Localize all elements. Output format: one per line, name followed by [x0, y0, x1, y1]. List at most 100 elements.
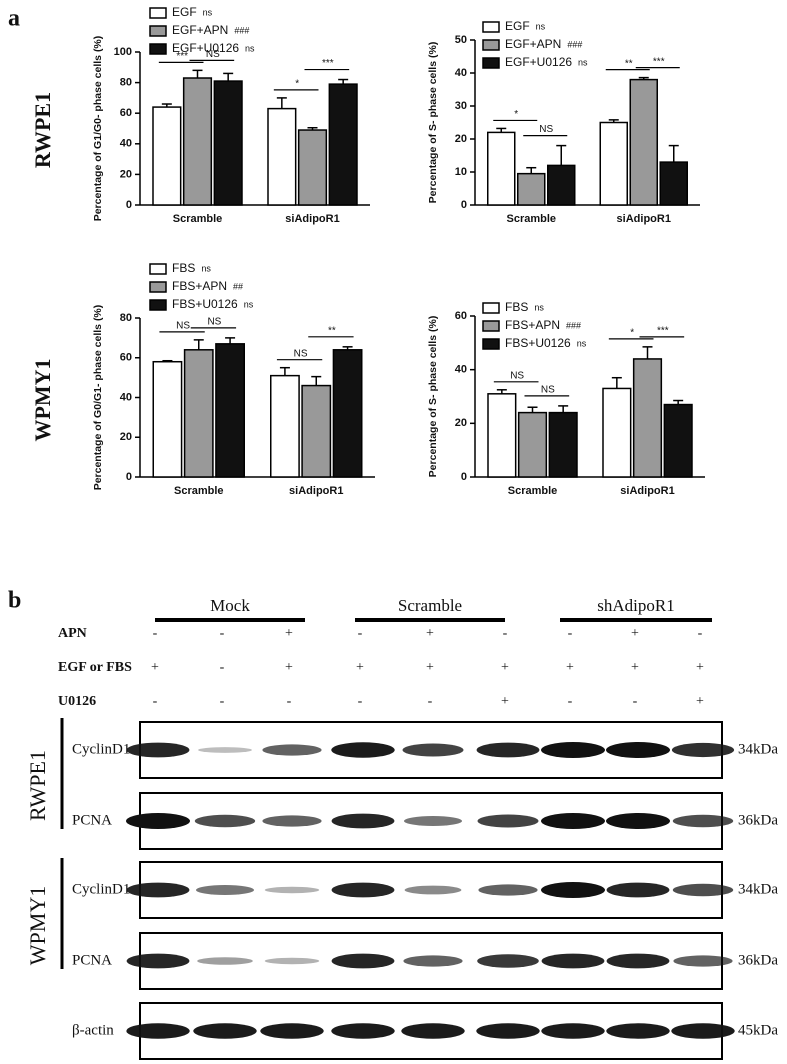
- significance-label: NS: [294, 348, 308, 359]
- blot-band: [404, 816, 462, 826]
- treatment-sign: -: [358, 626, 363, 641]
- legend-swatch: [482, 320, 500, 332]
- protein-label: β-actin: [72, 1022, 114, 1038]
- y-tick-label: 0: [461, 199, 467, 211]
- bar: [487, 393, 517, 478]
- treatment-sign: +: [426, 660, 434, 675]
- treatment-sign: +: [356, 660, 364, 675]
- treatment-sign: +: [631, 626, 639, 641]
- y-tick-label: 60: [455, 310, 467, 322]
- y-tick-label: 20: [120, 168, 132, 180]
- blot-band: [262, 744, 322, 756]
- bar: [267, 107, 297, 206]
- blot-band: [477, 954, 539, 968]
- legend-label: EGF: [505, 19, 530, 33]
- significance-label: *: [630, 327, 634, 338]
- size-label: 34kDa: [738, 741, 778, 757]
- row-label: WPMY1: [30, 358, 55, 441]
- blot-band: [402, 743, 464, 757]
- treatment-sign: -: [503, 626, 508, 641]
- blot-band: [606, 742, 670, 758]
- legend-swatch: [149, 281, 167, 293]
- blot-band: [672, 814, 734, 828]
- treatment-sign: +: [566, 660, 574, 675]
- x-tick-label: siAdipoR1: [617, 213, 671, 225]
- legend-label: FBS: [505, 300, 528, 314]
- y-tick-label: 10: [455, 166, 467, 178]
- blot-band: [478, 884, 538, 896]
- blot-band: [671, 742, 735, 758]
- legend-swatch: [149, 263, 167, 275]
- blot-band: [126, 882, 190, 898]
- group-label: Mock: [210, 596, 250, 615]
- significance-label: ***: [322, 58, 334, 69]
- y-axis-label: Percentage of G0/G1- phase cells (%): [92, 305, 104, 491]
- size-label: 45kDa: [738, 1022, 778, 1038]
- legend-swatch: [149, 25, 167, 37]
- treatment-sign: -: [220, 626, 225, 641]
- legend-label: EGF: [172, 5, 197, 19]
- significance-label: **: [328, 325, 336, 336]
- treatment-sign: +: [501, 660, 509, 675]
- y-tick-label: 60: [120, 352, 132, 364]
- legend-note: ###: [234, 25, 249, 35]
- treatment-sign: +: [285, 660, 293, 675]
- blot-band: [198, 747, 252, 753]
- block-label: WPMY1: [25, 886, 50, 965]
- y-tick-label: 0: [126, 199, 132, 211]
- blot-band: [541, 1023, 605, 1039]
- blot-band: [403, 955, 463, 967]
- treatment-sign: -: [220, 694, 225, 709]
- bar: [183, 349, 214, 478]
- legend-swatch: [482, 338, 500, 350]
- legend-note: ###: [567, 39, 582, 49]
- y-tick-label: 80: [120, 312, 132, 324]
- protein-label: CyclinD1: [72, 881, 130, 897]
- blot-band: [477, 814, 539, 828]
- y-tick-label: 100: [114, 46, 132, 58]
- blot-band: [264, 957, 320, 965]
- blot-band: [404, 885, 462, 895]
- bar: [599, 121, 628, 206]
- blot-band: [606, 1023, 670, 1039]
- bar: [517, 172, 546, 206]
- legend-label: EGF+U0126: [505, 55, 572, 69]
- blot-band: [331, 882, 395, 898]
- legend-label: FBS+APN: [505, 318, 560, 332]
- group-label: shAdipoR1: [597, 596, 674, 615]
- legend-swatch: [149, 299, 167, 311]
- blot-band: [126, 813, 190, 829]
- x-tick-label: Scramble: [174, 485, 224, 497]
- bar: [517, 411, 548, 478]
- treatment-sign: -: [153, 694, 158, 709]
- legend-note: ns: [203, 7, 213, 17]
- legend-note: ns: [244, 299, 254, 309]
- y-tick-label: 0: [126, 471, 132, 483]
- legend-note: ns: [577, 338, 587, 348]
- blot-band: [262, 815, 322, 827]
- significance-label: *: [514, 109, 518, 120]
- blot-band: [541, 742, 605, 758]
- treatment-sign: +: [151, 660, 159, 675]
- significance-label: NS: [176, 321, 190, 332]
- bar: [602, 387, 632, 478]
- legend-swatch: [482, 57, 500, 69]
- bar: [152, 106, 182, 206]
- blot-band: [606, 953, 670, 969]
- x-tick-label: Scramble: [173, 213, 223, 225]
- y-axis-label: Percentage of S- phase cells (%): [427, 42, 439, 204]
- group-label: Scramble: [398, 596, 462, 615]
- legend-swatch: [482, 302, 500, 314]
- bar: [487, 131, 516, 206]
- bar: [547, 164, 576, 206]
- treatment-sign: +: [696, 660, 704, 675]
- legend-swatch: [149, 43, 167, 55]
- size-label: 34kDa: [738, 881, 778, 897]
- treatment-sign: -: [633, 694, 638, 709]
- significance-label: *: [295, 79, 299, 90]
- bar: [270, 374, 300, 478]
- bar: [632, 358, 663, 478]
- significance-label: **: [625, 58, 633, 69]
- significance-label: NS: [206, 49, 220, 60]
